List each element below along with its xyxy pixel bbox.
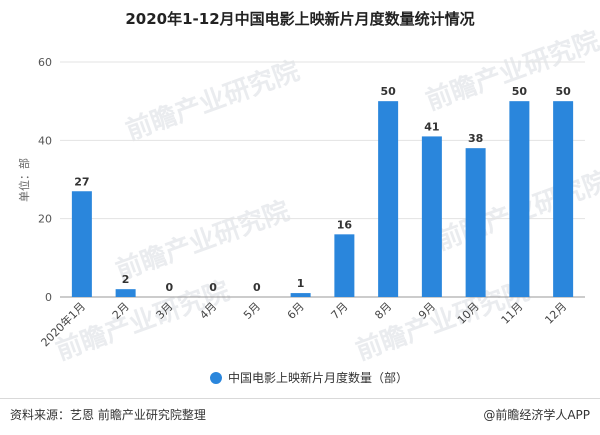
data-label: 2 bbox=[122, 273, 130, 286]
legend-marker bbox=[210, 372, 222, 384]
grid-layer bbox=[60, 61, 585, 298]
bars-layer bbox=[71, 101, 574, 298]
data-label: 0 bbox=[253, 281, 261, 294]
legend-label: 中国电影上映新片月度数量（部） bbox=[228, 370, 408, 385]
y-tick-label: 60 bbox=[38, 56, 52, 69]
x-tick-label: 5月 bbox=[241, 300, 263, 322]
footer-divider bbox=[0, 398, 600, 399]
data-label: 38 bbox=[468, 132, 483, 145]
bar bbox=[421, 136, 442, 297]
x-tick-label: 8月 bbox=[372, 300, 394, 322]
bar bbox=[334, 234, 355, 297]
data-label: 50 bbox=[380, 85, 396, 98]
y-tick-label: 20 bbox=[38, 213, 52, 226]
data-label: 50 bbox=[512, 85, 528, 98]
x-tick-label: 7月 bbox=[329, 300, 351, 322]
chart-title: 2020年1-12月中国电影上映新片月度数量统计情况 bbox=[125, 10, 475, 28]
brand-text: @前瞻经济学人APP bbox=[483, 408, 590, 422]
watermark: 前瞻产业研究院 bbox=[112, 195, 294, 286]
bar bbox=[290, 293, 311, 297]
watermark: 前瞻产业研究院 bbox=[122, 55, 304, 146]
bar bbox=[115, 289, 136, 297]
y-tick-label: 40 bbox=[38, 134, 52, 147]
y-axis-label: 单位：部 bbox=[17, 158, 31, 202]
data-label: 0 bbox=[166, 281, 174, 294]
legend: 中国电影上映新片月度数量（部） bbox=[210, 370, 408, 385]
data-label: 50 bbox=[555, 85, 571, 98]
bar bbox=[509, 101, 530, 298]
x-tick-label: 6月 bbox=[285, 300, 307, 322]
bar bbox=[378, 101, 399, 298]
bar bbox=[465, 148, 486, 297]
bar bbox=[553, 101, 574, 298]
source-text: 资料来源：艺恩 前瞻产业研究院整理 bbox=[10, 408, 206, 422]
x-tick-label: 12月 bbox=[542, 300, 569, 327]
data-label: 0 bbox=[209, 281, 217, 294]
y-tick-label: 0 bbox=[45, 291, 52, 304]
labels-layer: 0204060272020年1月22月03月04月05月16月167月508月4… bbox=[38, 56, 571, 349]
data-label: 41 bbox=[424, 120, 439, 133]
data-label: 27 bbox=[74, 175, 89, 188]
data-label: 16 bbox=[337, 218, 353, 231]
bar bbox=[71, 191, 92, 297]
data-label: 1 bbox=[297, 277, 305, 290]
